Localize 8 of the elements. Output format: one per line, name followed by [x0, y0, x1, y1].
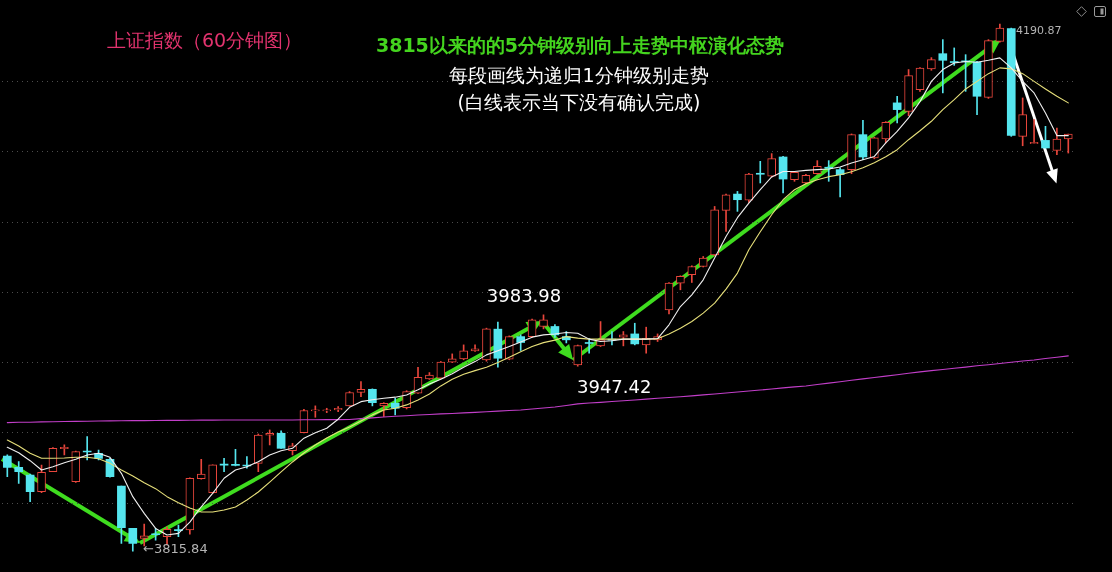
- annotation: 3983.98: [486, 285, 562, 307]
- annotation: (白线表示当下没有确认完成): [457, 91, 701, 113]
- annotation: 每段画线为递归1分钟级别走势: [449, 64, 709, 86]
- annotation: 3947.42: [577, 376, 652, 398]
- text: 上证指数（60分钟图）: [107, 29, 303, 51]
- annotation: 4190.87: [1016, 24, 1062, 38]
- text: 3815以来的的5分钟级别向上走势中枢演化态势: [375, 34, 785, 56]
- annotation: ←3815.84: [143, 541, 208, 557]
